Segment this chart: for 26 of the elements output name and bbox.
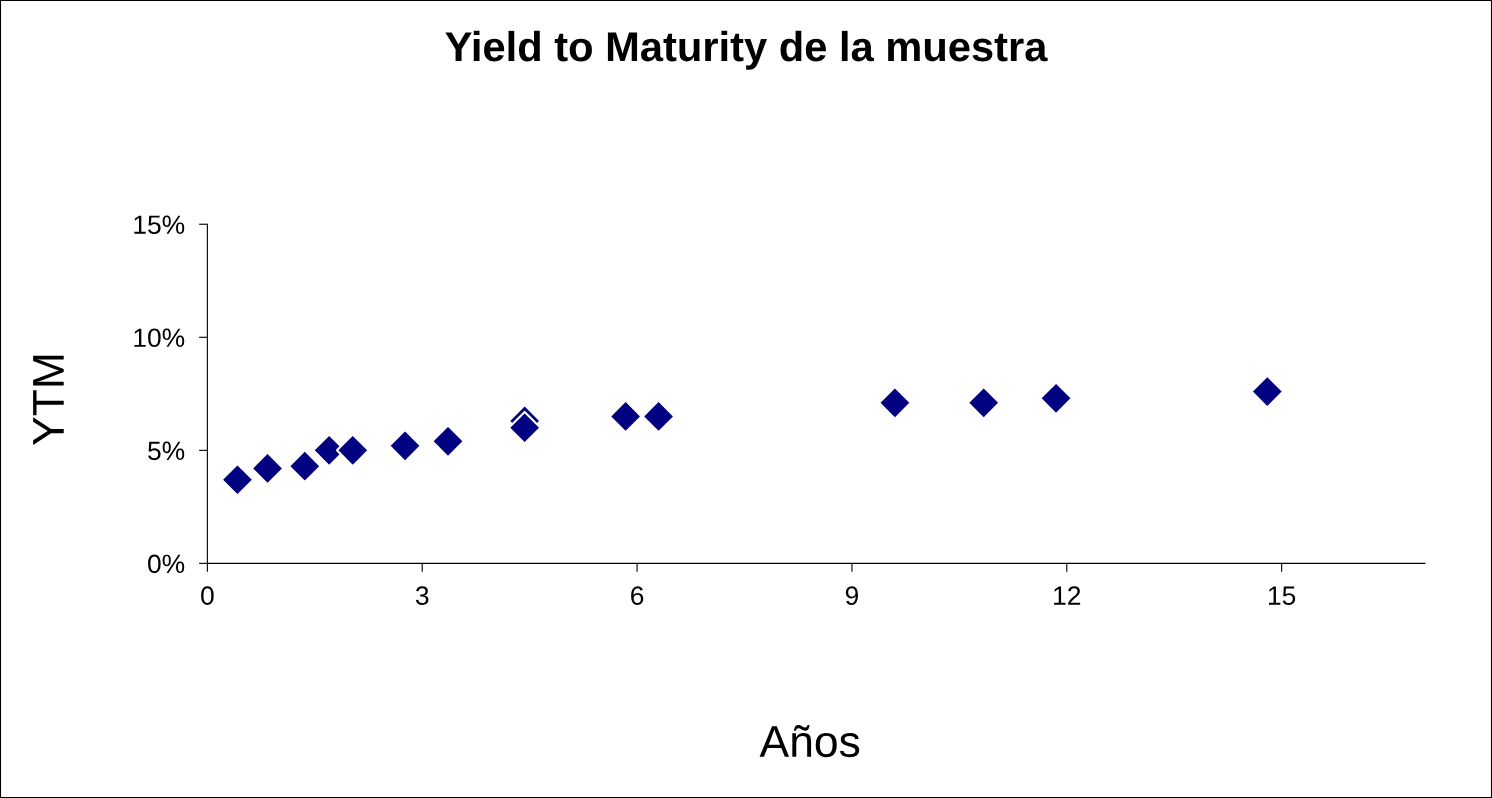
point [507, 410, 542, 445]
point [250, 451, 285, 486]
x-tick-label: 12 [1054, 586, 1081, 605]
point [966, 385, 1001, 420]
x-tick-label: 3 [415, 586, 429, 605]
point [335, 433, 370, 468]
x-tick-label: 9 [845, 586, 859, 605]
point [431, 424, 465, 459]
point [1039, 381, 1073, 416]
point [641, 399, 676, 434]
y-axis-title: YTM [33, 355, 64, 445]
chart-title: Yield to Maturity de la muestra [445, 30, 1048, 70]
point [608, 399, 643, 434]
x-axis-title: Años [759, 724, 860, 758]
y-tick-label: 5% [148, 441, 185, 461]
y-tick-label: 0% [148, 554, 185, 574]
point [1250, 374, 1285, 409]
y-tick-label: 10% [134, 328, 185, 348]
point [878, 385, 912, 420]
x-tick-label: 15 [1268, 586, 1296, 605]
point [388, 428, 422, 463]
x-tick-label: 6 [631, 586, 644, 605]
y-tick-label: 15% [134, 215, 185, 235]
point [220, 462, 255, 497]
point [287, 449, 322, 484]
x-tick-label: 0 [201, 586, 214, 605]
